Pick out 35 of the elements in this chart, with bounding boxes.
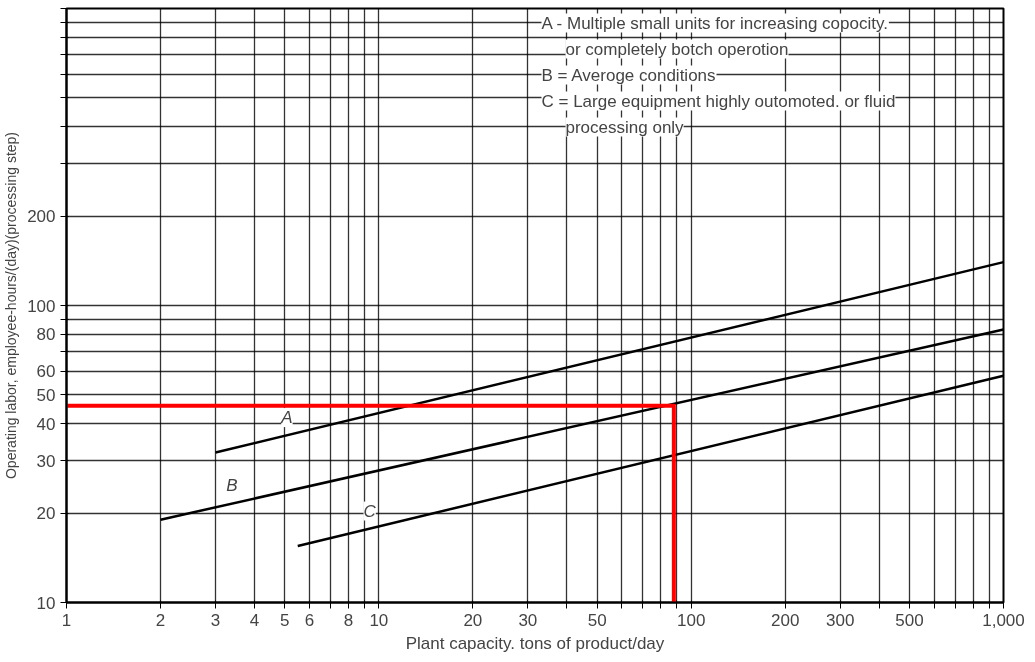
x-tick-label: 20 [463, 610, 483, 630]
y-tick-label: 50 [36, 385, 56, 405]
series-label: B [226, 476, 238, 496]
x-tick-label: 30 [518, 610, 538, 630]
x-axis-title: Plant capacity. tons of product/day [405, 633, 665, 653]
annotation: C = Large equipment highly outomoted. or fluid [541, 91, 896, 111]
x-tick-label: 200 [771, 610, 800, 630]
x-tick-label: 8 [343, 610, 354, 630]
x-tick-label: 6 [304, 610, 315, 630]
annotation: or completely botch operotion [565, 39, 789, 59]
y-tick-label: 10 [36, 593, 56, 613]
y-tick-label: 80 [36, 325, 56, 345]
x-tick-label: 50 [587, 610, 607, 630]
x-tick-label: 1,000 [982, 610, 1025, 630]
x-tick-label: 5 [280, 610, 290, 630]
annotation: A - Multiple small units for increasing copocity. [541, 13, 888, 33]
annotation: B = Averoge conditions [541, 65, 716, 85]
y-tick-label: 60 [36, 362, 56, 382]
y-tick-label: 30 [36, 451, 56, 471]
x-tick-label: 4 [249, 610, 260, 630]
x-tick-label: 100 [676, 610, 706, 630]
y-tick-label: 100 [27, 296, 56, 316]
x-tick-label: 3 [210, 610, 221, 630]
annotation: processing only [565, 117, 685, 137]
x-tick-label: 1 [61, 610, 72, 630]
y-tick-label: 40 [36, 414, 56, 434]
x-tick-label: 10 [369, 610, 389, 630]
x-tick-label: 500 [895, 610, 924, 630]
y-axis-title: Operating labor, employee-hours/(day)(processing step) [3, 131, 20, 480]
y-tick-label: 200 [27, 207, 56, 227]
series-label: A [280, 408, 293, 428]
y-tick-label: 20 [36, 504, 56, 524]
series-label: C [363, 501, 377, 521]
x-tick-label: 300 [826, 610, 855, 630]
x-tick-label: 2 [155, 610, 166, 630]
